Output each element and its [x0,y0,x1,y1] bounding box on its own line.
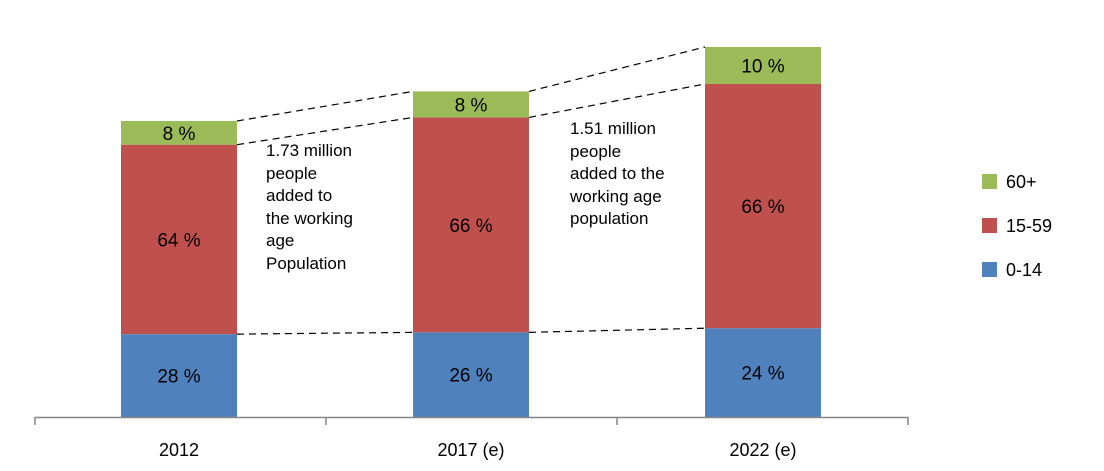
bars: 28 % 64 % 8 % 26 % 66 % 8 % 24 % 66 % 10 % [121,47,821,417]
legend: 60+ 15-59 0-14 [982,172,1052,280]
connector-line [528,83,706,119]
bar-2022-e-0-14 [705,328,821,417]
data-label: 8 % [163,124,196,145]
x-tick-label: 2012 [159,440,199,460]
bar-2012-0-14 [121,334,237,417]
bar-2012-60plus [121,121,237,145]
connector-line [236,90,414,122]
data-label: 24 % [741,364,784,385]
connector-line [528,46,706,92]
legend-label: 60+ [1006,172,1037,192]
connector-lines [236,46,706,335]
x-tick-label: 2017 (e) [437,440,504,460]
annotation-2012-2017: 1.73 million people added to the working… [266,141,353,273]
x-axis: 2012 2017 (e) 2022 (e) [34,416,909,460]
legend-swatch [982,174,997,189]
bar-2022-e-15-59 [705,84,821,329]
bar-2012-15-59 [121,144,237,335]
data-label: 66 % [741,197,784,218]
legend-label: 15-59 [1006,216,1052,236]
data-label: 66 % [449,216,492,237]
legend-swatch [982,218,997,233]
connector-line [236,331,414,335]
data-label: 26 % [449,366,492,387]
legend-label: 0-14 [1006,260,1042,280]
data-label: 10 % [741,57,784,78]
data-label: 28 % [157,367,200,388]
data-label: 8 % [455,95,488,116]
connector-line [528,327,706,333]
bar-2017-e-0-14 [413,332,529,417]
bar-2017-e-60plus [413,91,529,118]
x-tick-label: 2022 (e) [729,440,796,460]
bar-2022-e-60plus [705,47,821,84]
annotation-2017-2022: 1.51 million people added to the working… [570,119,665,228]
data-label: 64 % [157,230,200,251]
bar-2017-e-15-59 [413,117,529,333]
legend-swatch [982,262,997,277]
connector-line [236,116,414,146]
